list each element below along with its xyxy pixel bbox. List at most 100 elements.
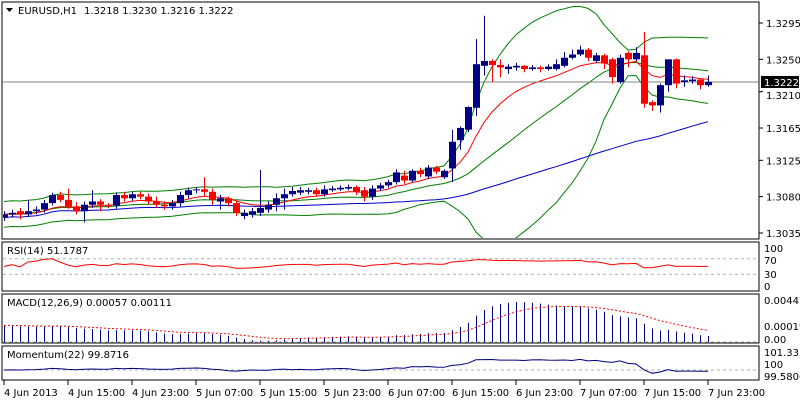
macd-signal-line	[4, 306, 709, 340]
candle	[425, 165, 432, 179]
candle-body	[137, 194, 144, 197]
candle	[417, 167, 424, 178]
momentum-line	[3, 358, 709, 374]
candle-body	[649, 102, 656, 106]
candle-body	[585, 49, 592, 58]
momentum-label: Momentum(22) 99.8716	[7, 350, 129, 361]
candle-body	[57, 195, 64, 200]
candle-body	[249, 211, 256, 215]
candle	[113, 192, 120, 209]
candle-body	[329, 188, 336, 191]
candle	[545, 64, 552, 71]
candle-body	[401, 175, 408, 181]
symbol-label: EURUSD,H1	[18, 6, 77, 17]
rsi-scale-30: 30	[764, 270, 777, 281]
macd-plot	[3, 302, 759, 343]
candle	[561, 52, 568, 68]
candle	[473, 39, 480, 116]
time-tick-label: 5 Jun 15:00	[260, 388, 317, 399]
candle	[281, 188, 288, 210]
candle-body	[689, 79, 696, 82]
candle	[17, 207, 24, 220]
candle	[329, 186, 336, 192]
candle-body	[625, 52, 632, 60]
candle-body	[601, 55, 608, 64]
candle	[273, 193, 280, 212]
candle-body	[129, 194, 136, 199]
candle-body	[337, 187, 344, 190]
candle	[185, 187, 192, 199]
price-tick-label: 1.3080	[766, 193, 800, 204]
candle-body	[3, 214, 8, 218]
candle	[681, 75, 688, 87]
candle	[297, 186, 304, 196]
candle	[25, 199, 32, 217]
candle	[649, 100, 656, 112]
candle	[521, 65, 528, 73]
candle	[537, 65, 544, 73]
time-tick-label: 6 Jun 23:00	[516, 388, 573, 399]
candle	[593, 52, 600, 63]
candle-body	[177, 195, 184, 204]
macd-panel[interactable]	[1, 293, 760, 344]
rsi-scale-100: 100	[764, 244, 783, 255]
rsi-panel[interactable]	[1, 241, 760, 292]
time-tick-label: 7 Jun 07:00	[580, 388, 637, 399]
candle	[129, 191, 136, 201]
candle	[305, 187, 312, 195]
candle	[617, 54, 624, 84]
candle	[249, 207, 256, 218]
candle	[657, 83, 664, 113]
rsi-label: RSI(14) 51.1787	[7, 246, 88, 257]
candle	[145, 193, 152, 205]
candle-body	[681, 80, 688, 82]
main-price-panel[interactable]	[1, 1, 760, 240]
candle	[193, 186, 200, 194]
candle	[633, 47, 640, 61]
candle	[601, 53, 608, 70]
bollinger-upper-line	[3, 5, 709, 202]
time-tick-label: 4 Jun 23:00	[132, 388, 189, 399]
candle	[553, 59, 560, 71]
candle	[105, 203, 112, 208]
candle	[49, 192, 56, 206]
candle-body	[97, 201, 104, 205]
macd-scale-zero: 0.00	[764, 335, 786, 346]
candle-body	[425, 167, 432, 177]
bollinger-middle-line	[3, 61, 709, 215]
candle	[81, 201, 88, 223]
price-tick-label: 1.3210	[766, 91, 800, 102]
candle-body	[377, 185, 384, 189]
momentum-scale-100: 100	[764, 360, 783, 371]
time-tick-label: 7 Jun 23:00	[708, 388, 765, 399]
macd-label: MACD(12,26,9) 0.00057 0.00111	[7, 298, 172, 309]
candle-body	[305, 190, 312, 192]
candle	[201, 177, 208, 197]
candle	[481, 15, 488, 76]
candle-body	[665, 59, 672, 86]
candle	[209, 188, 216, 205]
candle-body	[521, 65, 528, 70]
candle	[137, 191, 144, 200]
candle-body	[345, 186, 352, 189]
candle	[489, 59, 496, 82]
candle	[409, 169, 416, 183]
rsi-scale-70: 70	[764, 256, 777, 267]
candle	[697, 78, 704, 90]
candle-body	[161, 204, 168, 207]
candle	[497, 59, 504, 78]
candle-body	[481, 60, 488, 66]
candle	[313, 187, 320, 197]
triangle-down-icon[interactable]	[6, 8, 13, 12]
candle	[177, 191, 184, 207]
momentum-panel[interactable]	[1, 345, 760, 381]
candle-body	[321, 189, 328, 195]
candle	[361, 186, 368, 202]
candle	[577, 45, 584, 57]
price-plot	[3, 5, 759, 238]
candle-body	[257, 207, 264, 213]
candle	[641, 31, 648, 108]
candle	[337, 185, 344, 192]
candle-body	[121, 195, 128, 199]
